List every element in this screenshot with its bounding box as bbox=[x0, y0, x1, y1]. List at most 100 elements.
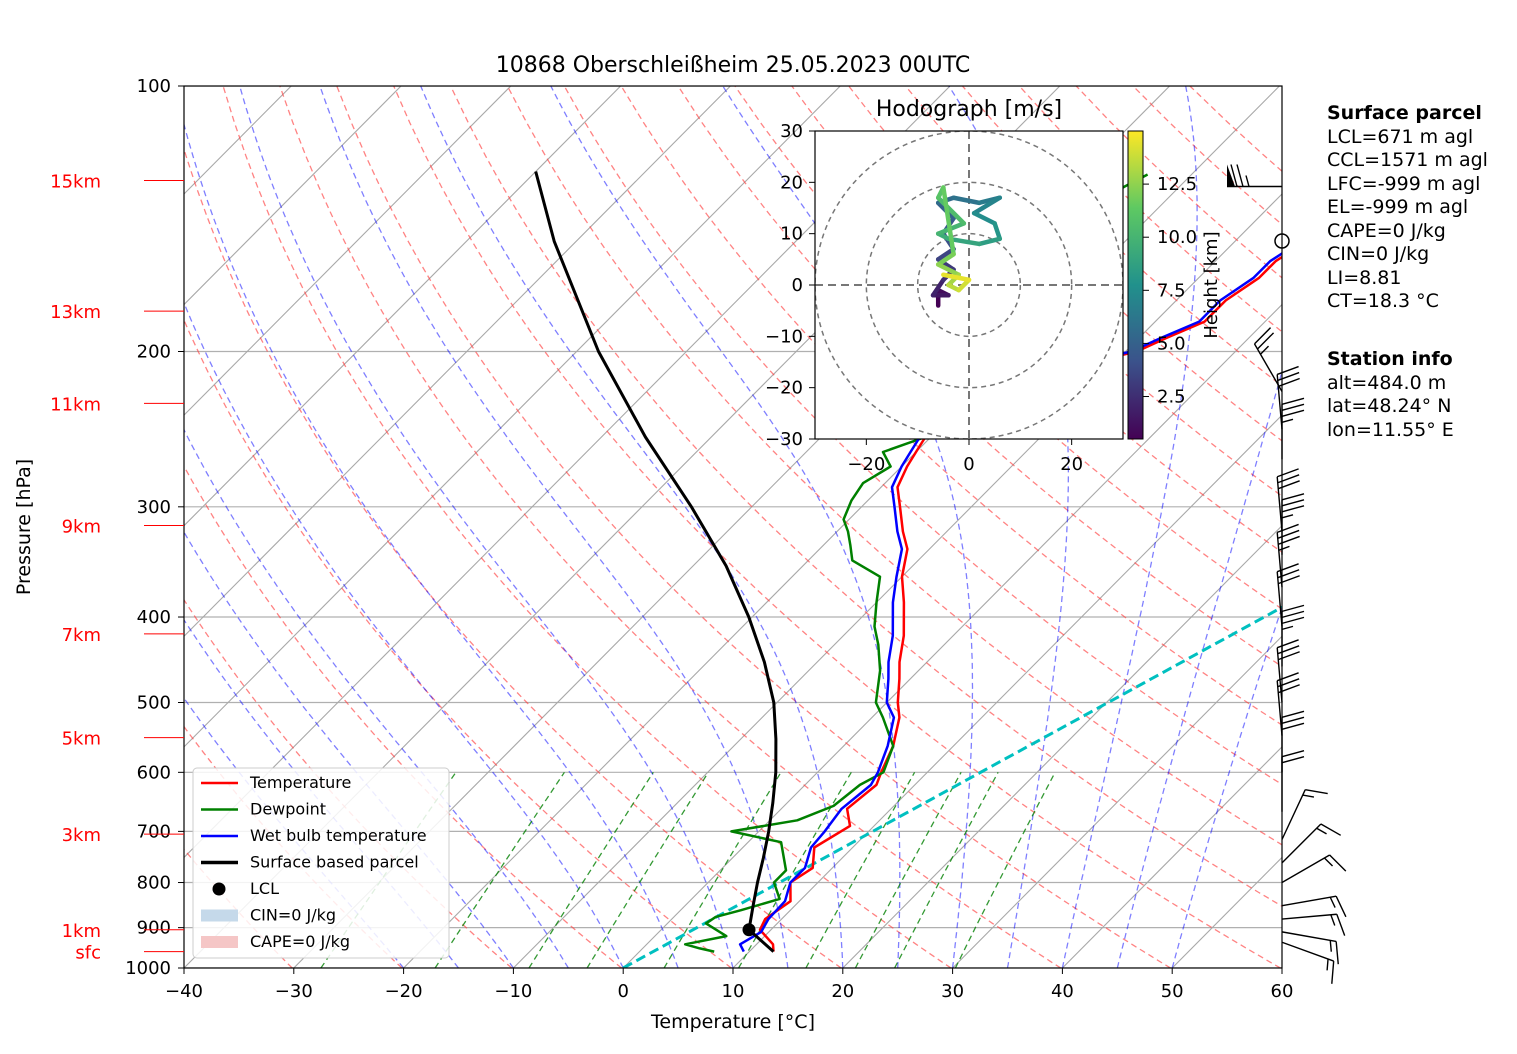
wind-barb-full bbox=[1281, 722, 1305, 731]
wind-barb-full bbox=[1236, 164, 1244, 187]
wind-barb-full bbox=[1336, 913, 1346, 936]
wind-barb-staff bbox=[1276, 571, 1283, 627]
mixing-ratio-line bbox=[663, 771, 782, 968]
wind-barb-half bbox=[1302, 794, 1315, 798]
hodograph-segment bbox=[977, 236, 1003, 247]
moist-adiabat bbox=[184, 530, 514, 968]
dry-adiabat bbox=[393, 86, 1281, 968]
mixing-ratio-line bbox=[894, 771, 999, 968]
wind-barb-half bbox=[1278, 545, 1290, 551]
wind-barb bbox=[1276, 563, 1300, 627]
wind-barb-full bbox=[1277, 569, 1300, 579]
wind-barb bbox=[1281, 493, 1305, 555]
wind-barb-full bbox=[1281, 716, 1305, 725]
wind-barb bbox=[1281, 823, 1342, 864]
wind-barb-flag bbox=[1227, 164, 1235, 187]
x-axis-label: Temperature [°C] bbox=[650, 1011, 815, 1033]
hodograph-y-tick-label: −10 bbox=[765, 326, 803, 347]
wind-barb-full bbox=[1277, 474, 1300, 484]
x-tick-label: 60 bbox=[1271, 981, 1294, 1002]
y-tick-label: 700 bbox=[137, 821, 171, 842]
isotherm-gridline bbox=[842, 524, 1282, 968]
legend-label: Temperature bbox=[249, 773, 351, 792]
wind-barb-full bbox=[1329, 854, 1347, 872]
isotherm-gridline bbox=[1062, 746, 1282, 968]
hodograph-segment bbox=[935, 262, 961, 277]
mixing-ratio-line bbox=[434, 771, 565, 968]
y-axis-label: Pressure [hPa] bbox=[13, 459, 35, 595]
wind-barb-full bbox=[1230, 164, 1238, 187]
dry-adiabat bbox=[279, 86, 1062, 968]
wind-barb-half bbox=[1260, 345, 1270, 355]
hodograph-x-tick-label: −20 bbox=[847, 454, 885, 475]
wind-barb-full bbox=[1277, 678, 1300, 688]
wind-barb bbox=[1281, 397, 1305, 460]
wind-barb-half bbox=[1316, 827, 1327, 835]
height-label: 1km bbox=[62, 921, 101, 942]
height-label: 11km bbox=[50, 394, 101, 415]
wind-barb bbox=[1281, 788, 1328, 840]
wind-barb bbox=[1281, 913, 1346, 936]
legend-label: LCL bbox=[250, 879, 279, 898]
wind-barb-staff bbox=[1281, 931, 1337, 943]
wind-barb-staff bbox=[1281, 895, 1337, 907]
wind-barb bbox=[1227, 164, 1282, 188]
moist-adiabat bbox=[239, 86, 734, 968]
hodograph-segment bbox=[992, 221, 1003, 242]
moist-adiabat bbox=[184, 301, 624, 968]
moist-adiabat bbox=[1116, 369, 1282, 968]
wind-barb-full bbox=[1320, 823, 1342, 836]
station-lon: lon=11.55° E bbox=[1327, 418, 1454, 441]
wind-barb-staff bbox=[1276, 532, 1283, 588]
wind-barbs bbox=[1227, 164, 1347, 984]
hodograph-segment bbox=[935, 195, 967, 226]
legend-label: Dewpoint bbox=[250, 800, 326, 819]
parcel-cape: CAPE=0 J/kg bbox=[1327, 219, 1446, 242]
hodograph-y-tick-label: 10 bbox=[780, 224, 803, 245]
calm-wind-circle bbox=[1274, 233, 1290, 249]
wind-barb-full bbox=[1278, 684, 1300, 694]
wind-barb bbox=[1281, 931, 1339, 965]
height-label: 9km bbox=[62, 517, 101, 538]
wind-barb-full bbox=[1277, 529, 1300, 539]
x-tick-label: −30 bbox=[275, 981, 313, 1002]
wetbulb-line bbox=[738, 252, 1282, 953]
station-info-heading: Station info bbox=[1327, 348, 1453, 370]
surface-parcel-heading: Surface parcel bbox=[1327, 102, 1482, 124]
lcl-marker bbox=[742, 923, 756, 937]
surface-parcel-panel: Surface parcel LCL=671 m agl CCL=1571 m … bbox=[1327, 102, 1488, 314]
wind-barb bbox=[1281, 895, 1347, 918]
wind-barb-full bbox=[1305, 788, 1328, 795]
dry-adiabat bbox=[336, 86, 1171, 968]
height-label: 13km bbox=[50, 302, 101, 323]
hodograph-plot bbox=[815, 131, 1123, 439]
wind-barb-half bbox=[1281, 514, 1294, 519]
moist-adiabat bbox=[319, 86, 789, 968]
wind-barb-half bbox=[1281, 625, 1294, 631]
colorbar-tick-label: 12.5 bbox=[1157, 174, 1197, 195]
parcel-ct: CT=18.3 °C bbox=[1327, 290, 1439, 312]
axes: −40 −30 −20 −10 0 10 20 30 40 50 60100200300400500… bbox=[50, 76, 1293, 1002]
height-label: 7km bbox=[62, 625, 101, 646]
hodograph-y-tick-label: 0 bbox=[792, 275, 803, 296]
wind-barb-full bbox=[1281, 756, 1305, 764]
mixing-ratio-line bbox=[954, 771, 1056, 968]
wind-barb-half bbox=[1330, 914, 1336, 926]
height-label: 3km bbox=[62, 825, 101, 846]
wind-barb-staff bbox=[1281, 854, 1330, 884]
isotherm-gridline bbox=[184, 86, 841, 748]
wind-barb-full bbox=[1281, 409, 1305, 417]
legend-swatch bbox=[201, 909, 238, 922]
legend-label: Surface based parcel bbox=[250, 853, 419, 872]
wind-barb-full bbox=[1281, 750, 1305, 758]
station-lat: lat=48.24° N bbox=[1327, 395, 1452, 417]
wind-barb-staff bbox=[1281, 913, 1337, 920]
y-tick-label: 200 bbox=[137, 342, 171, 363]
dry-adiabat bbox=[184, 464, 623, 968]
y-tick-label: 800 bbox=[137, 873, 171, 894]
hodograph-x-tick-label: 0 bbox=[963, 454, 974, 475]
hodograph-y-tick-label: 20 bbox=[780, 172, 803, 193]
wind-barb-full bbox=[1276, 639, 1299, 649]
wind-barb-full bbox=[1331, 961, 1335, 984]
